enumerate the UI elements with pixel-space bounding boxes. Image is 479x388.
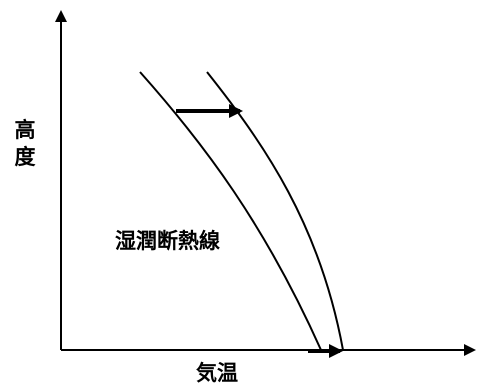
y-axis-label-char-2: 度: [15, 145, 36, 169]
curve-label: 湿潤断熱線: [115, 229, 220, 253]
y-axis-label-char-1: 高: [15, 118, 36, 142]
moist-adiabat-curve-left: [139, 71, 322, 351]
moist-adiabat-curve-right: [206, 71, 344, 351]
x-axis-label: 気温: [196, 361, 238, 385]
